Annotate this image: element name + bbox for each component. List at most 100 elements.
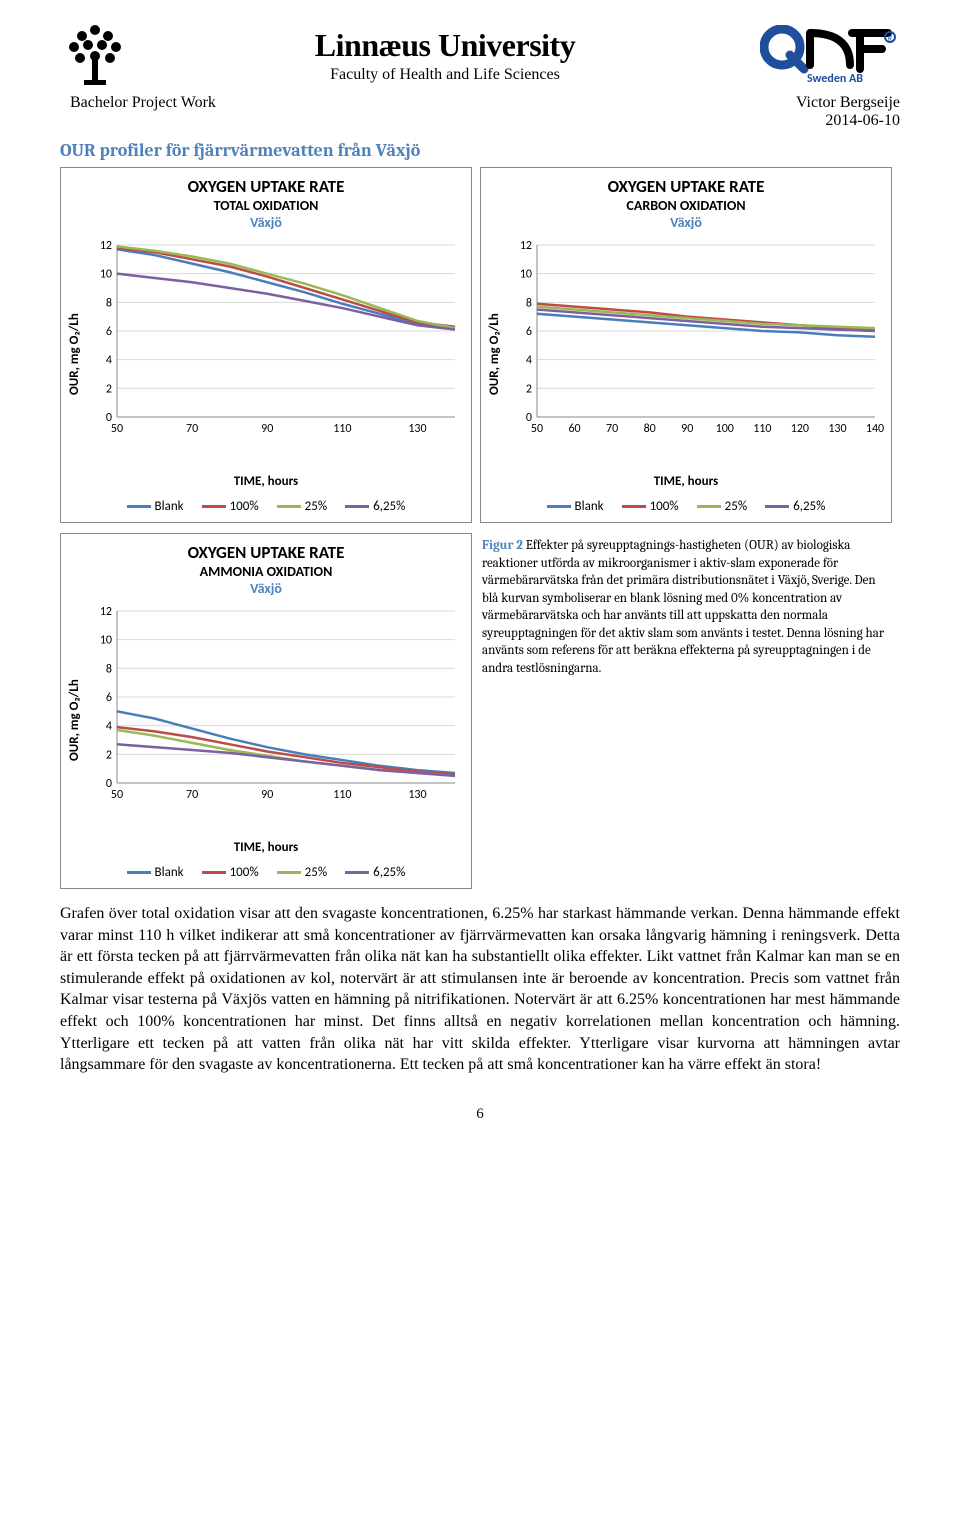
university-name: Linnæus University <box>130 27 760 64</box>
svg-text:4: 4 <box>106 354 112 368</box>
svg-text:2: 2 <box>106 748 112 762</box>
page-header: Linnæus University Faculty of Health and… <box>60 20 900 90</box>
svg-text:10: 10 <box>100 634 112 648</box>
lnu-logo-icon <box>60 20 130 90</box>
figure-label: Figur 2 <box>482 538 523 553</box>
legend-swatch-icon <box>127 505 151 508</box>
figure-caption: Figur 2 Effekter på syreupptagnings-hast… <box>480 533 892 889</box>
svg-text:4: 4 <box>526 354 532 368</box>
legend-item: 25% <box>697 499 747 514</box>
svg-text:10: 10 <box>100 268 112 282</box>
legend-swatch-icon <box>202 505 226 508</box>
legend-item: 6,25% <box>345 865 405 880</box>
legend-label: 25% <box>305 499 327 514</box>
legend-label: 6,25% <box>373 865 405 880</box>
header-subrow: Bachelor Project Work Victor Bergseije 2… <box>70 94 900 130</box>
legend-swatch-icon <box>202 871 226 874</box>
svg-text:130: 130 <box>408 788 426 802</box>
svg-text:110: 110 <box>333 422 351 436</box>
legend-item: 6,25% <box>765 499 825 514</box>
body-paragraph: Grafen över total oxidation visar att de… <box>60 903 900 1076</box>
legend-item: 100% <box>622 499 679 514</box>
svg-text:6: 6 <box>106 325 112 339</box>
svg-text:12: 12 <box>100 605 112 619</box>
chart-total-oxidation: OXYGEN UPTAKE RATE TOTAL OXIDATION Växjö… <box>60 167 472 523</box>
svg-text:50: 50 <box>111 422 123 436</box>
chart-city: Växjö <box>67 214 465 231</box>
chart-legend: Blank 100% 25% 6,25% <box>67 865 465 880</box>
svg-text:2: 2 <box>106 382 112 396</box>
legend-swatch-icon <box>547 505 571 508</box>
legend-swatch-icon <box>127 871 151 874</box>
svg-text:6: 6 <box>526 325 532 339</box>
legend-label: 25% <box>725 499 747 514</box>
legend-label: Blank <box>575 499 604 514</box>
svg-text:60: 60 <box>568 422 580 436</box>
legend-label: Blank <box>155 865 184 880</box>
svg-text:70: 70 <box>186 422 198 436</box>
x-axis-label: TIME, hours <box>487 474 885 489</box>
legend-label: 100% <box>650 499 679 514</box>
svg-text:8: 8 <box>106 662 112 676</box>
svg-text:Sweden AB: Sweden AB <box>807 72 863 85</box>
legend-item: Blank <box>127 865 184 880</box>
svg-text:12: 12 <box>100 239 112 253</box>
chart-title: OXYGEN UPTAKE RATE <box>487 176 885 197</box>
section-title: OUR profiler för fjärrvärmevatten från V… <box>60 140 900 161</box>
project-work-label: Bachelor Project Work <box>70 94 216 130</box>
legend-label: 6,25% <box>793 499 825 514</box>
figure-caption-text: Effekter på syreupptagnings-hastigheten … <box>482 538 884 676</box>
legend-label: 25% <box>305 865 327 880</box>
chart-city: Växjö <box>487 214 885 231</box>
chart-legend: Blank 100% 25% 6,25% <box>487 499 885 514</box>
chart-ammonia-oxidation: OXYGEN UPTAKE RATE AMMONIA OXIDATION Väx… <box>60 533 472 889</box>
legend-item: Blank <box>127 499 184 514</box>
svg-text:70: 70 <box>186 788 198 802</box>
legend-item: 100% <box>202 865 259 880</box>
y-axis-label: OUR, mg O₂/Lh <box>67 237 89 472</box>
svg-text:110: 110 <box>333 788 351 802</box>
qtf-logo-icon: R Sweden AB <box>760 25 900 85</box>
legend-swatch-icon <box>345 871 369 874</box>
document-date: 2014-06-10 <box>796 112 900 130</box>
page-number: 6 <box>60 1106 900 1123</box>
svg-text:100: 100 <box>716 422 734 436</box>
svg-text:90: 90 <box>681 422 693 436</box>
x-axis-label: TIME, hours <box>67 474 465 489</box>
svg-text:2: 2 <box>526 382 532 396</box>
chart-subtitle: TOTAL OXIDATION <box>67 197 465 214</box>
chart-title: OXYGEN UPTAKE RATE <box>67 176 465 197</box>
legend-item: 6,25% <box>345 499 405 514</box>
svg-text:10: 10 <box>520 268 532 282</box>
chart-city: Växjö <box>67 580 465 597</box>
svg-text:130: 130 <box>408 422 426 436</box>
legend-swatch-icon <box>345 505 369 508</box>
chart-subtitle: AMMONIA OXIDATION <box>67 563 465 580</box>
svg-text:80: 80 <box>644 422 656 436</box>
author-name: Victor Bergseije <box>796 94 900 112</box>
legend-swatch-icon <box>277 505 301 508</box>
svg-text:50: 50 <box>531 422 543 436</box>
svg-text:70: 70 <box>606 422 618 436</box>
legend-swatch-icon <box>765 505 789 508</box>
svg-text:90: 90 <box>261 788 273 802</box>
svg-text:50: 50 <box>111 788 123 802</box>
y-axis-label: OUR, mg O₂/Lh <box>67 603 89 838</box>
svg-text:140: 140 <box>866 422 884 436</box>
svg-text:120: 120 <box>791 422 809 436</box>
svg-text:8: 8 <box>106 296 112 310</box>
x-axis-label: TIME, hours <box>67 840 465 855</box>
chart-subtitle: CARBON OXIDATION <box>487 197 885 214</box>
legend-swatch-icon <box>622 505 646 508</box>
chart-carbon-oxidation: OXYGEN UPTAKE RATE CARBON OXIDATION Växj… <box>480 167 892 523</box>
legend-label: 6,25% <box>373 499 405 514</box>
svg-text:130: 130 <box>828 422 846 436</box>
svg-text:8: 8 <box>526 296 532 310</box>
svg-text:110: 110 <box>753 422 771 436</box>
svg-text:R: R <box>888 34 893 44</box>
legend-item: Blank <box>547 499 604 514</box>
legend-swatch-icon <box>277 871 301 874</box>
svg-text:90: 90 <box>261 422 273 436</box>
svg-text:6: 6 <box>106 691 112 705</box>
legend-swatch-icon <box>697 505 721 508</box>
